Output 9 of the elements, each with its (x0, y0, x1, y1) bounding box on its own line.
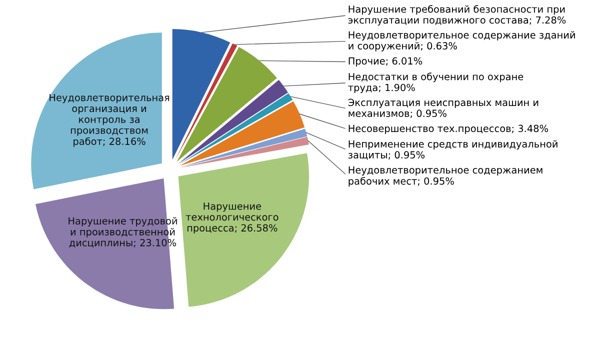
slice-label: Прочие; 6.01% (348, 57, 422, 67)
slice-label: Неприменение средств индивидуальной защиты; 0.95% (348, 140, 558, 160)
slice-label: Неудовлетворительное содержание зданий и сооружений; 0.63% (348, 31, 575, 52)
slice-label: Неудовлетворительное содержанием рабочих мест; 0.95% (348, 166, 542, 187)
slice-label: Нарушение технологического процесса; 26.58% (186, 202, 278, 234)
slice-label: Эксплуатация неисправных машин и механизмов; 0.95% (348, 98, 538, 118)
slice-label: Нарушение требований безопасности при эксплуатации подвижного состава; 7.28% (348, 5, 566, 26)
slice-label: Недостатки в обучении по охране труда; 1.90% (348, 72, 524, 94)
slice-label: Несовершенство тех.процессов; 3.48% (348, 124, 548, 134)
